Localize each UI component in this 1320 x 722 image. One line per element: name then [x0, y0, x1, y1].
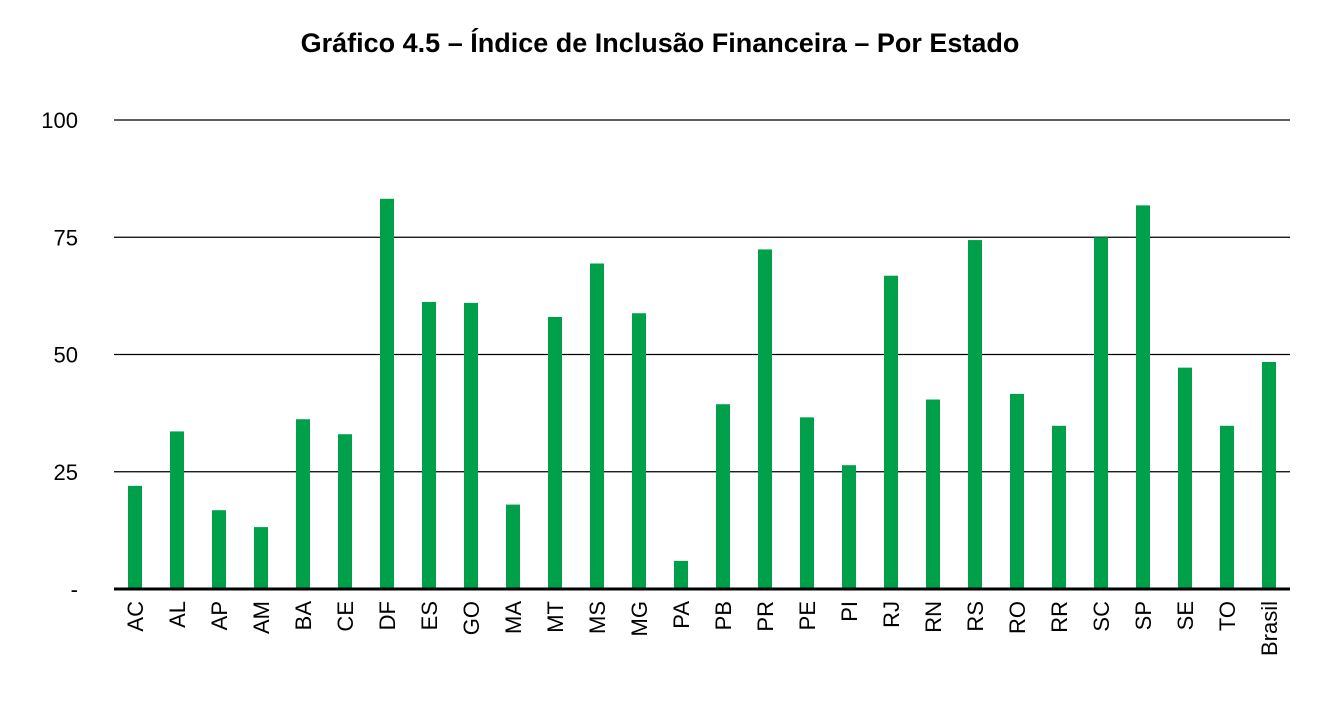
y-tick-label: 100 [41, 108, 78, 133]
bar [1136, 205, 1150, 589]
bar [716, 404, 730, 589]
bar [170, 431, 184, 589]
x-tick-label: PB [711, 601, 736, 630]
x-tick-label: PR [753, 601, 778, 632]
x-tick-label: SC [1089, 601, 1114, 632]
bar [590, 263, 604, 589]
x-tick-label: MS [585, 601, 610, 634]
bar [1010, 393, 1024, 589]
bar [128, 485, 142, 589]
x-tick-label: RN [921, 601, 946, 633]
bar [926, 399, 940, 589]
bar [380, 198, 394, 590]
x-tick-label: PA [669, 601, 694, 629]
x-tick-label: SP [1131, 601, 1156, 630]
x-tick-label: BA [291, 601, 316, 631]
bar [1262, 362, 1276, 589]
x-tick-label: RO [1005, 601, 1030, 634]
x-tick-label: DF [375, 601, 400, 630]
x-tick-label: PE [795, 601, 820, 630]
chart-title: Gráfico 4.5 – Índice de Inclusão Finance… [300, 28, 1020, 58]
bar [506, 504, 520, 589]
bar [464, 302, 478, 589]
x-tick-label: AM [249, 601, 274, 634]
bar [296, 419, 310, 589]
bar [1094, 237, 1108, 589]
x-tick-label: ES [417, 601, 442, 630]
x-tick-label: GO [459, 601, 484, 635]
x-tick-label: AP [207, 601, 232, 630]
bar [422, 301, 436, 589]
bar [632, 313, 646, 589]
x-tick-label: CE [333, 601, 358, 632]
x-tick-label: RJ [879, 601, 904, 628]
x-tick-label: Brasil [1257, 601, 1282, 656]
y-tick-label: 50 [54, 343, 78, 368]
bar [1178, 367, 1192, 589]
x-tick-label: AC [123, 601, 148, 632]
x-tick-label: MA [501, 601, 526, 634]
bar [674, 560, 688, 589]
x-tick-label: PI [837, 601, 862, 622]
bar [212, 510, 226, 589]
bar [338, 434, 352, 589]
bar [254, 527, 268, 589]
x-tick-label: AL [165, 601, 190, 628]
bar [548, 316, 562, 589]
x-tick-label: SE [1173, 601, 1198, 630]
bar [968, 240, 982, 589]
bar [758, 249, 772, 589]
bar [842, 465, 856, 589]
x-tick-label: MT [543, 601, 568, 633]
x-tick-label: RS [963, 601, 988, 632]
bar [1052, 425, 1066, 589]
y-tick-label: 25 [54, 460, 78, 485]
bar [800, 417, 814, 589]
bar [884, 275, 898, 589]
y-tick-label: 75 [54, 225, 78, 250]
x-tick-label: RR [1047, 601, 1072, 633]
y-tick-label: - [71, 577, 78, 602]
x-tick-label: TO [1215, 601, 1240, 631]
x-tick-label: MG [627, 601, 652, 636]
bar [1220, 425, 1234, 589]
